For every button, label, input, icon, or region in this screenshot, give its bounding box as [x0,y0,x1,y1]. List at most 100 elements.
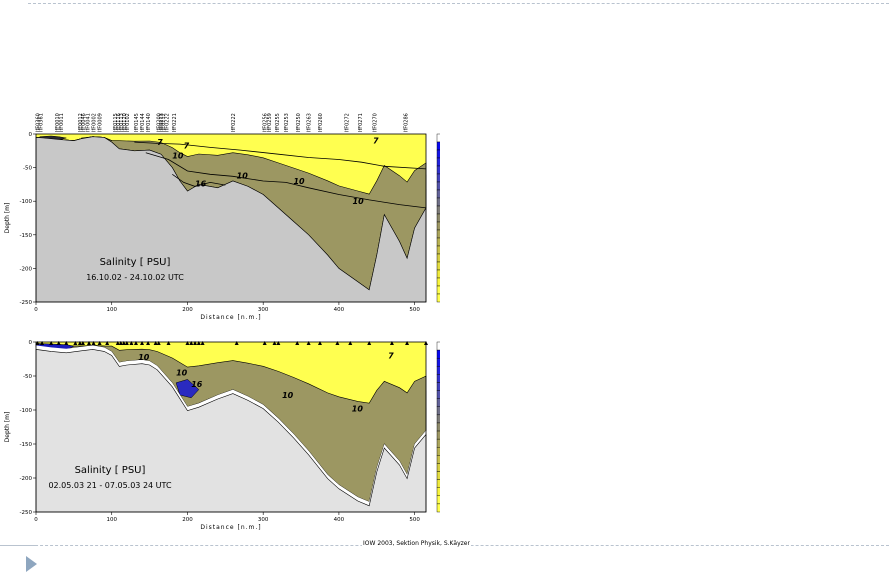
station-marker [185,341,190,345]
legend-swatch [436,221,440,231]
contour-label: 10 [237,172,249,181]
station-label: IfF0144 [140,113,146,132]
y-tick-label: -150 [20,233,33,239]
station-marker [121,341,126,345]
x-tick-label: 500 [409,517,420,523]
station-marker [272,341,277,345]
legend-swatch [436,133,440,143]
y-axis-label: Depth [m] [4,203,11,234]
x-axis-label: Distance [n.m.] [200,314,261,321]
seabed [35,349,427,513]
top-divider [28,3,889,4]
legend-swatch [436,374,440,383]
station-marker [424,341,428,345]
chart-subtitle: 16.10.02 - 24.10.02 UTC [86,273,184,282]
legend-swatch [436,357,440,367]
x-tick-label: 300 [258,307,269,313]
station-marker [367,341,372,345]
contour-label: 10 [176,369,188,378]
station-label: IfF0222 [164,113,170,132]
station-marker [156,341,161,345]
isohaline-10 [145,152,427,209]
legend-swatch [436,269,440,279]
x-tick-label: 200 [182,307,193,313]
contour-label: 10 [172,152,184,161]
station-label: IfF0259 [267,113,273,132]
station-label: IfF0120 [122,113,128,132]
station-marker [80,341,85,345]
station-label: IfF0212 [161,113,167,132]
station-marker [49,341,54,345]
station-label: IfF0256 [263,113,269,132]
legend-swatch [436,463,440,472]
contour-label: 10 [353,197,365,206]
station-label: IfF0041 [85,113,91,132]
legend-swatch [436,189,440,199]
legend-swatch [436,479,440,488]
station-marker [140,341,145,345]
station-marker [405,341,410,345]
contour-label: 7 [373,137,379,146]
legend-swatch [436,197,440,207]
station-label: IfF0272 [344,113,350,132]
station-marker [317,341,322,345]
station-marker [91,341,96,345]
station-label: IfF0360 [36,113,42,132]
legend-swatch [436,487,440,497]
y-tick-label: 0 [29,340,33,346]
station-marker [40,341,45,345]
y-tick-label: -150 [20,442,33,448]
contour-label: 10 [293,177,305,186]
y-tick-label: -250 [20,300,33,306]
contour-label: 16 [195,180,207,189]
legend-swatch [436,447,440,456]
chart-subtitle: 02.05.03 21 - 07.05.03 24 UTC [48,481,171,490]
x-tick-label: 500 [409,307,420,313]
x-tick-label: 0 [34,517,38,523]
y-axis-label: Depth [m] [4,412,11,443]
legend-swatch [436,157,440,167]
isohaline-7 [134,141,427,170]
legend-swatch [436,455,440,464]
y-tick-label: -200 [20,476,33,482]
legend-swatch [436,293,440,303]
station-label: IfF0140 [146,113,152,132]
legend-swatch [436,149,440,159]
legend-swatch [436,438,440,448]
chart-title: Salinity [ PSU] [75,465,146,476]
legend-swatch [436,341,440,351]
legend-swatch [436,253,440,263]
contour-label: 7 [184,141,190,150]
station-label: IfF0250 [296,113,302,132]
play-icon[interactable] [26,556,37,572]
legend-swatch [436,503,440,513]
legend-swatch [436,245,440,255]
chart-title: Salinity [ PSU] [100,257,171,268]
legend-swatch [436,414,440,424]
station-marker [105,341,110,345]
x-tick-label: 0 [34,307,38,313]
station-marker [146,341,151,345]
station-marker [129,341,134,345]
station-marker [153,341,158,345]
station-label: IfF0270 [373,113,379,132]
contour-label: 10 [282,391,294,400]
high-salinity-patch [175,379,200,399]
station-label: IfF0009 [98,113,104,132]
station-label: IfF0222 [231,113,237,132]
station-label: IfF0010 [55,113,61,132]
station-label: IfF0253 [284,113,290,132]
station-marker [97,341,102,345]
contour-label: 10 [352,405,364,414]
station-label: IfF0286 [404,113,410,132]
y-tick-label: -100 [20,199,33,205]
contour-label: 7 [157,138,163,147]
legend-swatch [436,471,440,480]
station-marker [133,341,138,345]
station-marker [335,341,340,345]
station-marker [389,341,394,345]
contour-label: 10 [138,353,150,362]
contour-label: 16 [191,380,203,389]
